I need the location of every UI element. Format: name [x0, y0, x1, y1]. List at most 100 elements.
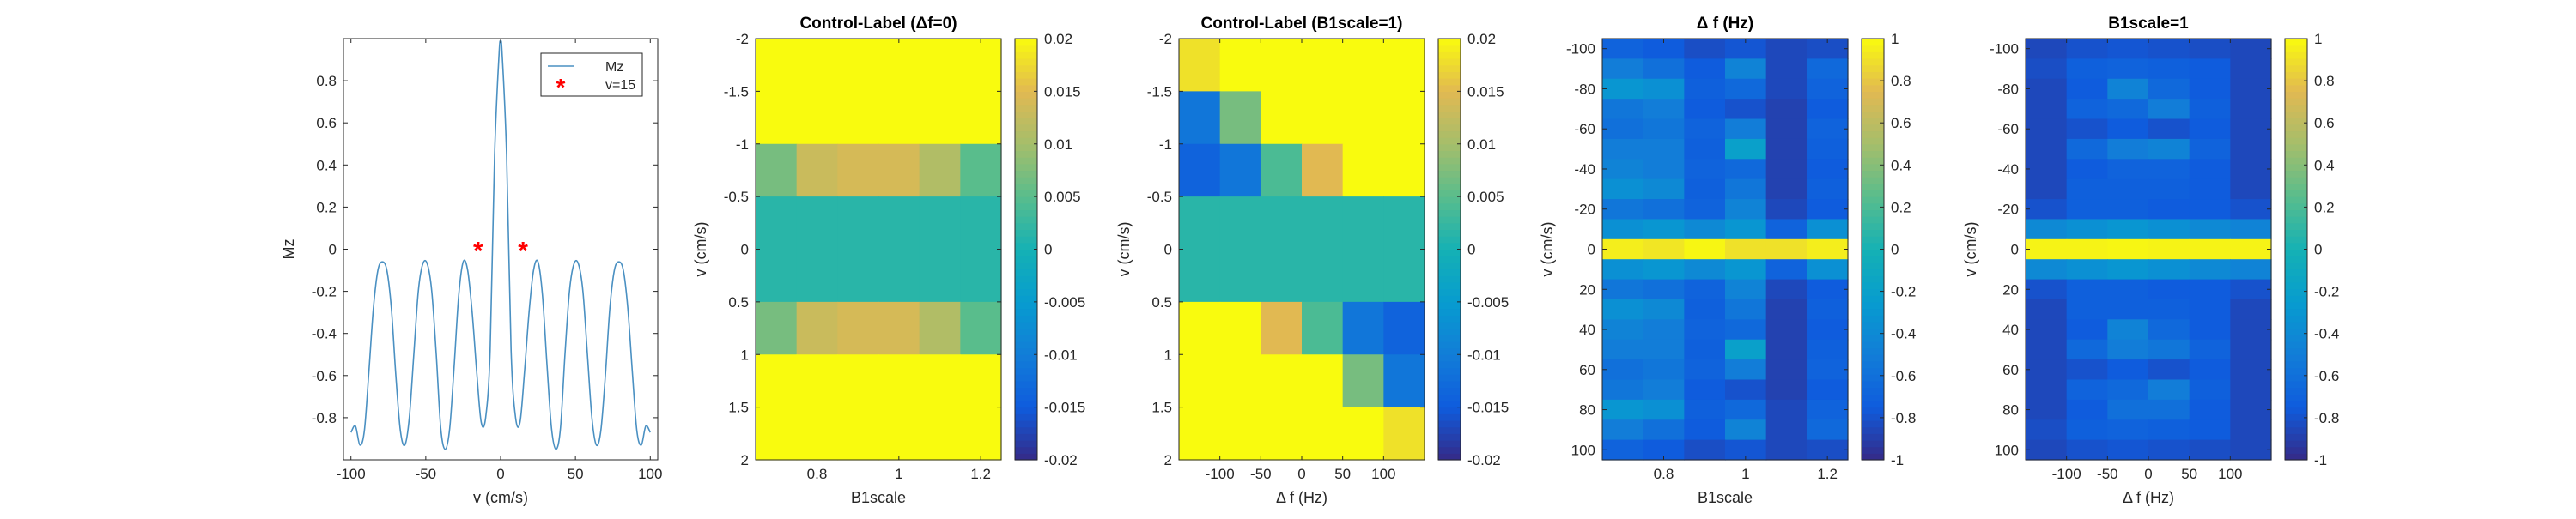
heatmap-cell: [1725, 219, 1767, 240]
heatmap-cell: [1725, 238, 1767, 260]
heatmap-cell: [2148, 439, 2190, 461]
heatmap-cell: [1643, 118, 1685, 140]
x-axis-label: B1scale: [1698, 489, 1753, 506]
colorbar-segment: [1015, 439, 1037, 448]
colorbar-tick-label: -1: [1891, 452, 1904, 468]
colorbar-segment: [1015, 98, 1037, 106]
colorbar-segment: [1015, 446, 1037, 454]
colorbar-segment: [1015, 51, 1037, 59]
heatmap-cell: [2066, 339, 2108, 360]
colorbar-segment: [1015, 426, 1037, 434]
y-tick-label: -0.5: [1147, 189, 1172, 205]
heatmap-cell: [2148, 299, 2190, 320]
colorbar-segment: [1862, 104, 1884, 112]
colorbar-segment: [1862, 433, 1884, 441]
y-tick-label: 1: [1164, 347, 1172, 363]
heatmap-cell: [1643, 78, 1685, 100]
colorbar-segment: [2285, 111, 2307, 118]
legend-label-v15: v=15: [605, 78, 635, 93]
heatmap-cell: [1219, 143, 1261, 197]
colorbar-segment: [1438, 439, 1461, 448]
y-tick-label: 1.5: [1151, 400, 1172, 416]
heatmap-cell: [1725, 138, 1767, 160]
heatmap-cell: [2026, 259, 2068, 281]
colorbar-segment: [1862, 269, 1884, 276]
colorbar-segment: [1862, 374, 1884, 382]
colorbar-segment: [1015, 387, 1037, 395]
colorbar-tick-label: 0.6: [1891, 115, 1911, 131]
colorbar-segment: [1862, 84, 1884, 92]
heatmap-cell: [960, 354, 1002, 408]
colorbar-segment: [1438, 426, 1461, 434]
colorbar-segment: [1015, 301, 1037, 310]
heatmap-cell: [1765, 299, 1807, 320]
heatmap-cell: [756, 407, 798, 461]
heatmap-cell: [756, 143, 798, 197]
colorbar-segment: [2285, 308, 2307, 316]
colorbar-segment: [1015, 360, 1037, 369]
heatmap-cell: [1261, 249, 1303, 303]
heatmap-cell: [2189, 319, 2231, 341]
heatmap-cell: [919, 39, 961, 92]
heatmap-cell: [1302, 249, 1344, 303]
y-axis-label: v (cm/s): [1962, 222, 1979, 277]
colorbar-tick-label: -0.4: [2314, 326, 2339, 342]
colorbar-segment: [1862, 360, 1884, 369]
heatmap-cell: [1684, 58, 1726, 80]
colorbar-segment: [1438, 374, 1461, 382]
heatmap-cell: [1765, 259, 1807, 281]
colorbar-segment: [1862, 413, 1884, 421]
y-tick-label: 20: [1579, 281, 1595, 298]
colorbar-segment: [1015, 275, 1037, 283]
colorbar-tick-label: 0.02: [1044, 31, 1072, 47]
x-tick-label: 1.2: [970, 466, 991, 482]
heatmap-cell: [2189, 138, 2231, 160]
x-tick-label: -50: [416, 466, 437, 482]
heatmap-cell: [1765, 159, 1807, 180]
colorbar-segment: [1015, 39, 1037, 46]
colorbar-segment: [1015, 216, 1037, 224]
heatmap-cell: [1684, 299, 1726, 320]
heatmap-cell: [1725, 199, 1767, 220]
heatmap-cell: [1725, 99, 1767, 120]
colorbar-segment: [1862, 249, 1884, 256]
colorbar-tick-label: 0: [1467, 242, 1475, 258]
y-tick-label: -1.5: [1147, 83, 1172, 100]
y-tick-label: 0: [1164, 242, 1172, 258]
colorbar-tick-label: -0.6: [2314, 368, 2339, 384]
heatmap-cell: [1643, 399, 1685, 420]
heatmap-cell: [2026, 39, 2068, 59]
y-tick-label: 1: [741, 347, 749, 363]
colorbar-tick-label: -0.02: [1467, 452, 1501, 468]
heatmap-cell: [919, 407, 961, 461]
colorbar-segment: [1862, 354, 1884, 362]
y-tick-label: -80: [1574, 81, 1595, 97]
heatmap-cell: [837, 39, 879, 92]
heatmap-cell: [1602, 279, 1644, 300]
heatmap-cell: [1725, 319, 1767, 341]
heatmap-cell: [1684, 199, 1726, 220]
colorbar-segment: [2285, 130, 2307, 138]
x-tick-label: 50: [2181, 466, 2197, 482]
heatmap-cell: [2230, 238, 2272, 260]
heatmap-cell: [1602, 379, 1644, 401]
colorbar-segment: [2285, 104, 2307, 112]
heatmap-cell: [1261, 91, 1303, 145]
heatmap-cell: [1807, 78, 1849, 100]
colorbar-segment: [1862, 45, 1884, 52]
heatmap-cell: [1602, 259, 1644, 281]
x-axis-label: Δ f (Hz): [2123, 489, 2174, 506]
colorbar-segment: [1015, 335, 1037, 342]
heatmap-cell: [2026, 439, 2068, 461]
heatmap-cell: [2026, 238, 2068, 260]
heatmap-cell: [1684, 99, 1726, 120]
heatmap-cell: [878, 301, 920, 355]
heatmap-cell: [2107, 178, 2149, 200]
y-tick-label: 0.8: [316, 73, 337, 89]
colorbar-segment: [1438, 367, 1461, 375]
heatmap-cell: [2026, 219, 2068, 240]
heatmap-cell: [2026, 299, 2068, 320]
y-tick-label: 60: [2002, 362, 2019, 378]
heatmap-cells: [2026, 39, 2272, 461]
colorbar-segment: [1015, 91, 1037, 99]
